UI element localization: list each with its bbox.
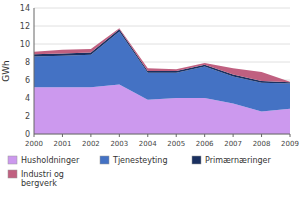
x-tick-label: 2001 [54, 140, 72, 148]
x-axis [34, 134, 290, 135]
legend-label: Industri ogbergverk [21, 170, 64, 188]
x-tick-label: 2009 [281, 140, 299, 148]
legend-label: Tjenesteyting [112, 156, 168, 165]
x-tick-label: 2003 [110, 140, 128, 148]
y-axis [34, 8, 35, 134]
grid-line [34, 44, 290, 45]
chart: 0 2 4 6 8 10 12 14 2000 2001 2002 2003 2004 2005 2006 2… [0, 0, 300, 200]
y-tick-label: 2 [25, 112, 30, 121]
legend-label: Primærnæringer [205, 156, 272, 165]
y-tick-label: 4 [25, 94, 30, 103]
x-tick-label: 2008 [253, 140, 271, 148]
x-tick-label: 2007 [224, 140, 242, 148]
x-tick-label: 2002 [82, 140, 100, 148]
x-tick [62, 134, 63, 137]
x-tick [233, 134, 234, 137]
y-axis-label: GWh [1, 60, 11, 82]
x-tick [261, 134, 262, 137]
x-tick [204, 134, 205, 137]
x-tick-label: 2006 [196, 140, 214, 148]
legend-swatch [192, 156, 201, 164]
legend-swatch [100, 156, 109, 164]
grid-line [34, 134, 290, 135]
area-series [34, 28, 290, 82]
y-tick-label: 6 [25, 76, 30, 85]
x-tick [290, 134, 291, 137]
plot-area [34, 28, 290, 134]
area-series [34, 29, 290, 83]
x-tick [119, 134, 120, 137]
y-tick-label: 12 [20, 22, 30, 31]
grid-line [34, 26, 290, 27]
x-tick-label: 2000 [25, 140, 43, 148]
y-tick-label: 8 [25, 58, 30, 67]
y-tick-label: 14 [20, 4, 30, 13]
x-tick-label: 2004 [139, 140, 157, 148]
legend-swatch [8, 156, 17, 164]
x-tick [34, 134, 35, 137]
grid-line [34, 8, 290, 9]
x-tick [176, 134, 177, 137]
x-tick-label: 2005 [167, 140, 185, 148]
x-tick [147, 134, 148, 137]
y-tick-label: 0 [25, 130, 30, 139]
legend-label: Husholdninger [21, 156, 80, 165]
x-tick [90, 134, 91, 137]
legend-swatch [8, 170, 17, 178]
y-tick-label: 10 [20, 40, 30, 49]
